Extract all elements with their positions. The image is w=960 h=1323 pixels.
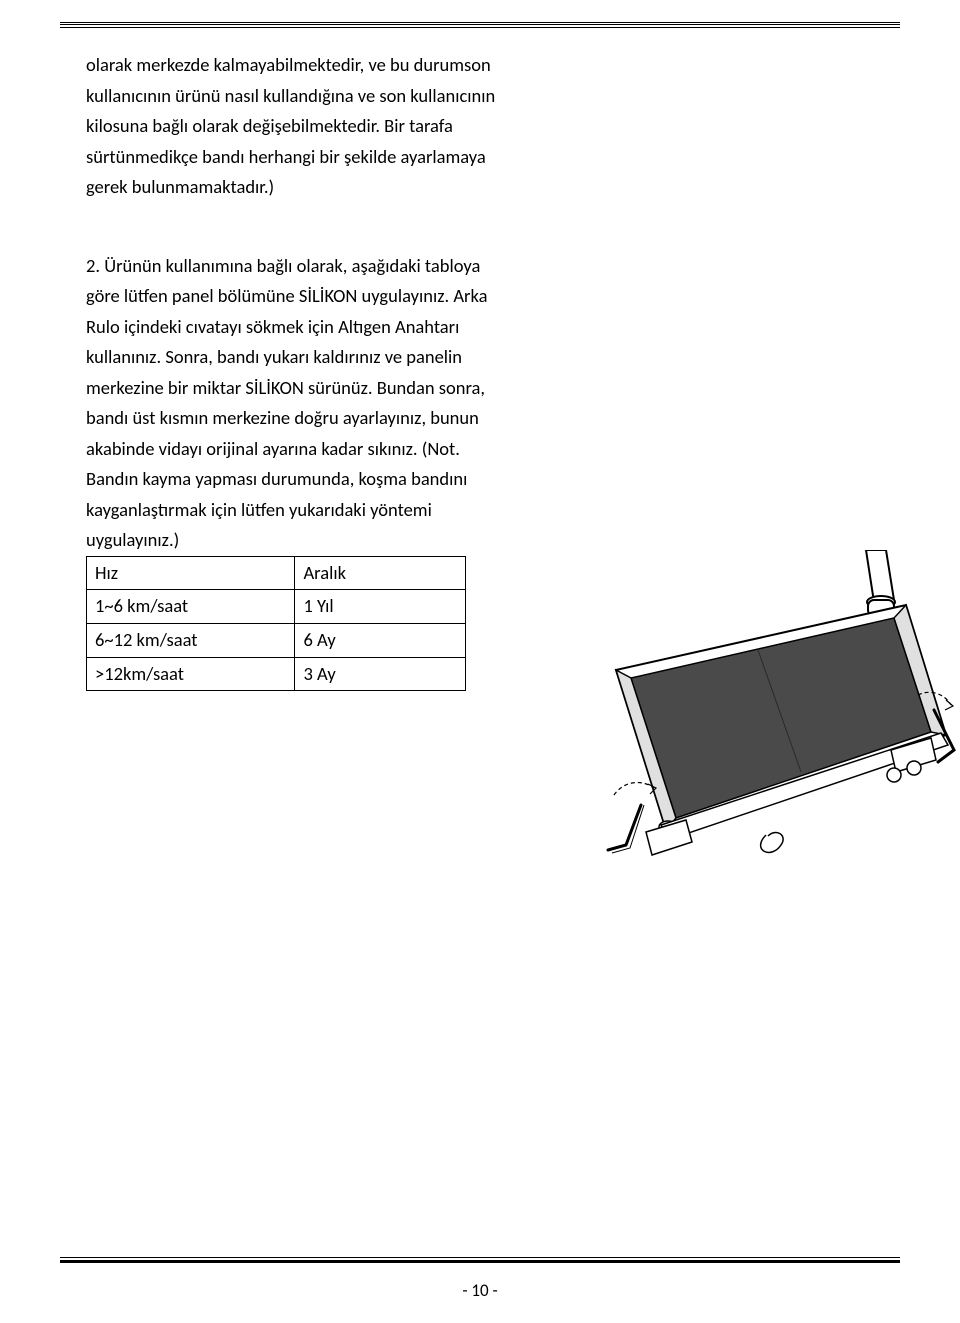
table-cell: 3 Ay (295, 657, 466, 691)
right-column (506, 50, 900, 691)
treadmill-illustration (536, 550, 956, 870)
table-row: >12km/saat 3 Ay (87, 657, 466, 691)
bottom-horizontal-rule (60, 1257, 900, 1263)
table-header-speed: Hız (87, 556, 295, 590)
table-row: 6~12 km/saat 6 Ay (87, 624, 466, 658)
table-cell: 1~6 km/saat (87, 590, 295, 624)
table-header-interval: Aralık (295, 556, 466, 590)
table-cell: 6 Ay (295, 624, 466, 658)
table-header-row: Hız Aralık (87, 556, 466, 590)
paragraph-2: 2. Ürünün kullanımına bağlı olarak, aşağ… (86, 251, 506, 556)
table-cell: >12km/saat (87, 657, 295, 691)
top-horizontal-rule (60, 22, 900, 25)
paragraph-1: olarak merkezde kalmayabilmektedir, ve b… (86, 50, 506, 203)
table-row: 1~6 km/saat 1 Yıl (87, 590, 466, 624)
table-cell: 1 Yıl (295, 590, 466, 624)
page-number: - 10 - (0, 1280, 960, 1301)
content-area: olarak merkezde kalmayabilmektedir, ve b… (86, 50, 900, 691)
table-cell: 6~12 km/saat (87, 624, 295, 658)
speed-interval-table: Hız Aralık 1~6 km/saat 1 Yıl 6~12 km/saa… (86, 556, 466, 692)
left-column: olarak merkezde kalmayabilmektedir, ve b… (86, 50, 506, 691)
